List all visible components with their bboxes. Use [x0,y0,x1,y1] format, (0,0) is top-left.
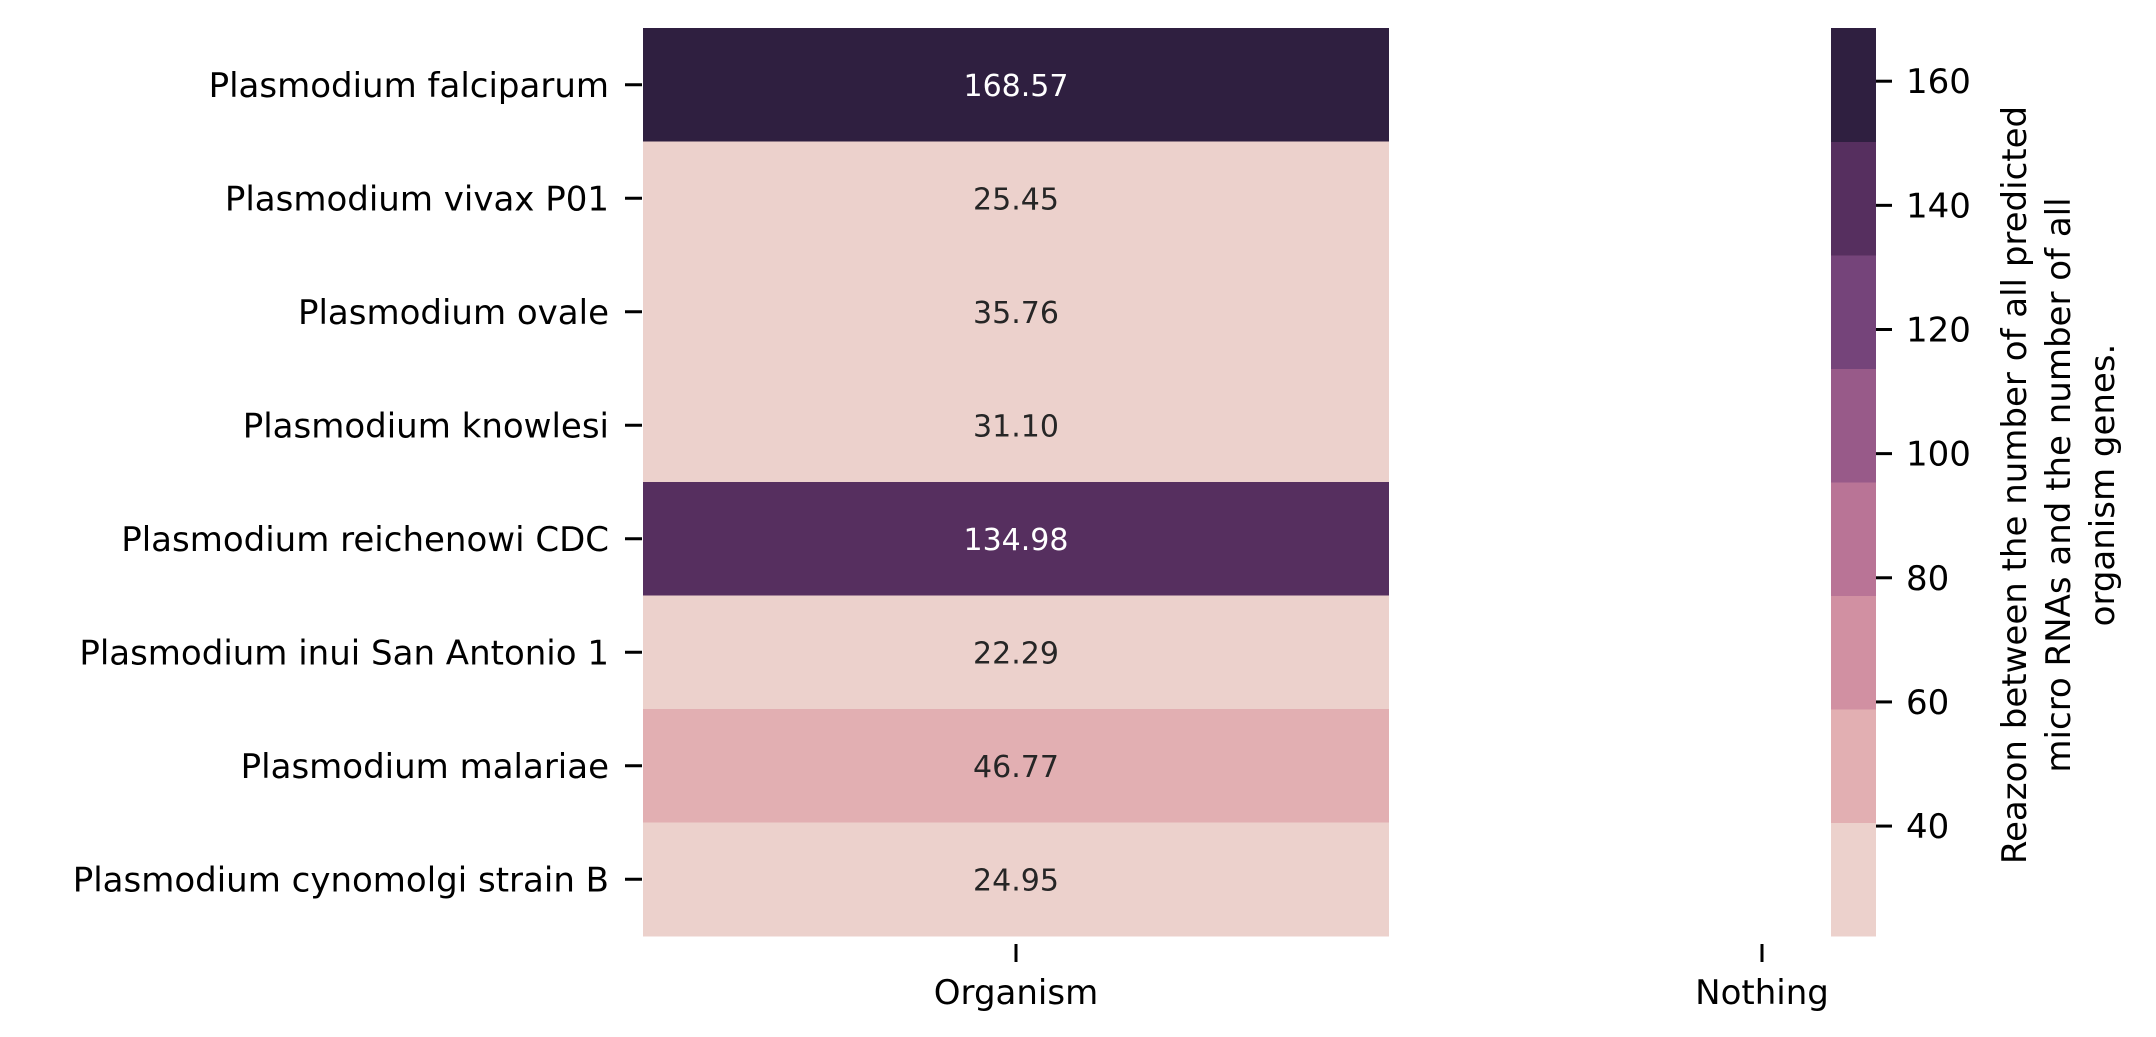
colorbar-label-line: micro RNAs and the number of all [2039,197,2079,772]
x-tick-label-organism: Organism [934,973,1098,1013]
x-tick-label-nothing: Nothing [1695,973,1829,1013]
colorbar-tick-label: 40 [1906,807,1949,847]
y-tick-label: Plasmodium falciparum [209,66,609,106]
cell-value-label: 46.77 [973,750,1059,785]
colorbar-bin [1831,28,1876,142]
heatmap-cell-plasmodium-knowlesi [643,368,1389,483]
y-tick-label: Plasmodium inui San Antonio 1 [79,633,609,673]
y-tick-label: Plasmodium knowlesi [243,406,609,446]
heatmap-cell-plasmodium-ovale [643,255,1389,369]
colorbar-label-line: organism genes. [2083,344,2123,627]
colorbar-bin [1831,822,1876,937]
y-tick-label: Plasmodium ovale [298,293,609,333]
colorbar-tick-label: 160 [1906,62,1971,102]
cell-value-label: 22.29 [973,636,1059,671]
heatmap-cell-plasmodium-malariae [643,709,1389,823]
colorbar-label-line: Reazon between the number of all predict… [1995,106,2035,864]
colorbar-tick-label: 140 [1906,186,1971,226]
y-axis: Plasmodium falciparum Plasmodium vivax P0… [73,66,642,900]
colorbar-label: Reazon between the number of all predict… [1995,106,2123,864]
colorbar-bin [1831,141,1876,256]
heatmap-cell-plasmodium-falciparum [643,28,1389,142]
colorbar-bin [1831,709,1876,823]
colorbar-tick-label: 60 [1906,683,1949,723]
colorbar-bin [1831,595,1876,710]
cell-value-label: 24.95 [973,863,1059,898]
colorbar-tick-label: 120 [1906,310,1971,350]
heatmap-cell-plasmodium-inui-san-antonio-1 [643,595,1389,710]
colorbar [1831,28,1876,937]
heatmap-cells [643,28,1389,937]
y-tick-label: Plasmodium reichenowi CDC [121,520,609,560]
colorbar-bin [1831,368,1876,483]
colorbar-bin [1831,255,1876,369]
cell-value-label: 134.98 [964,523,1069,558]
x-axis: Organism Nothing [934,944,1829,1013]
cell-value-label: 25.45 [973,182,1059,217]
cell-value-label: 31.10 [973,409,1059,444]
colorbar-ticks: 40 60 80 100 120 140 160 [1876,62,1971,847]
heatmap-cell-plasmodium-reichenowi-cdc [643,482,1389,596]
y-tick-label: Plasmodium malariae [241,747,609,787]
cell-value-label: 35.76 [973,296,1059,331]
cell-value-label: 168.57 [964,69,1069,104]
cell-value-labels: 168.57 25.45 35.76 31.10 134.98 22.29 46.77 24.… [964,69,1069,899]
y-tick-label: Plasmodium cynomolgi strain B [73,860,609,900]
colorbar-tick-label: 80 [1906,559,1949,599]
colorbar-tick-label: 100 [1906,435,1971,475]
y-tick-label: Plasmodium vivax P01 [225,179,609,219]
colorbar-bin [1831,482,1876,596]
heatmap-cell-plasmodium-cynomolgi-strain-b [643,822,1389,937]
heatmap-cell-plasmodium-vivax-p01 [643,141,1389,256]
